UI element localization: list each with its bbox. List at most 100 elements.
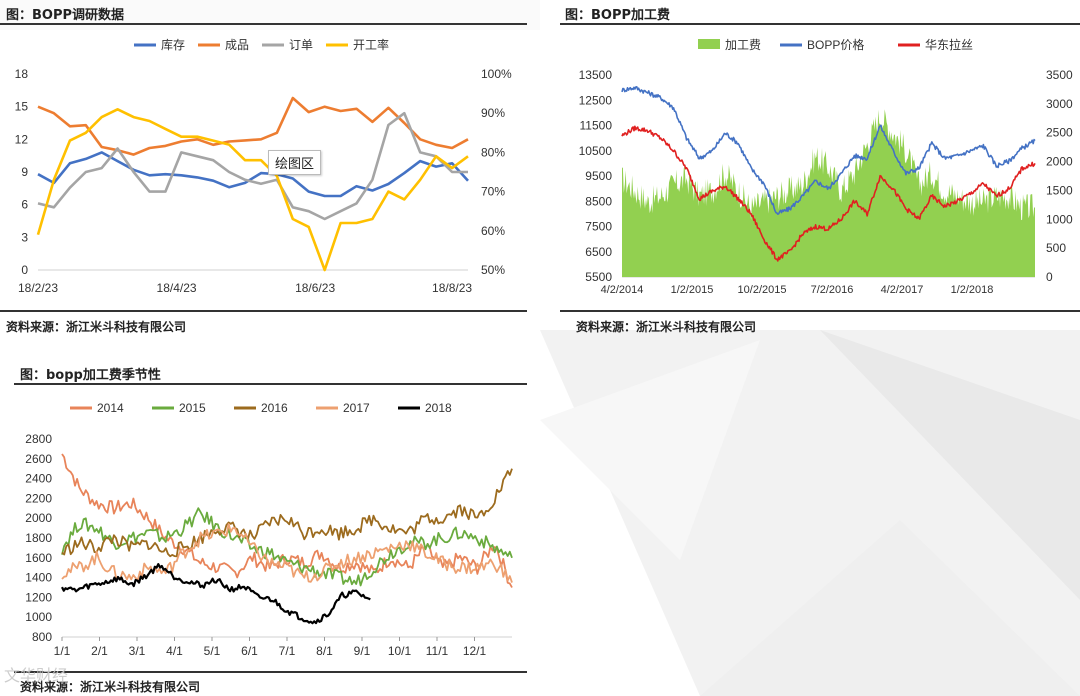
panel1-bottom-rule xyxy=(0,310,527,312)
x-tick-5: 1/2/2018 xyxy=(951,284,994,296)
y-right-tick-3000: 3000 xyxy=(1046,97,1073,111)
series-BOPP价格 xyxy=(621,85,1036,215)
y-right-tick-3: 80% xyxy=(481,145,505,159)
panel2-bottom-rule xyxy=(560,310,1080,312)
panel3-title: 图：bopp加工费季节性 xyxy=(20,368,161,383)
watermark: 文华财经 xyxy=(4,666,69,685)
legend-0-label: 库存 xyxy=(161,37,185,52)
y-left-tick-0: 0 xyxy=(21,263,28,277)
y-tick-2400: 2400 xyxy=(25,472,52,486)
y-tick-2800: 2800 xyxy=(25,432,52,446)
legend-1-label: BOPP价格 xyxy=(807,37,864,52)
bopp-seasonality-chart: 800 1000 1200 1400 1600 1800 2000 2200 2400 2600 2… xyxy=(25,401,513,658)
legend-2-label: 2016 xyxy=(261,401,288,415)
y-left-tick-15: 15 xyxy=(15,100,29,114)
y-left-tick-9500: 9500 xyxy=(585,169,612,183)
y-right-tick-2000: 2000 xyxy=(1046,155,1073,169)
y-tick-800: 800 xyxy=(32,630,52,644)
x-tick-1: 1/2/2015 xyxy=(671,284,714,296)
y-left-tick-7500: 7500 xyxy=(585,220,612,234)
legend-2-label: 订单 xyxy=(289,38,313,52)
x-tick-4: 4/2/2017 xyxy=(881,284,924,296)
y-right-tick-0: 0 xyxy=(1046,270,1053,284)
y-right-tick-5: 100% xyxy=(481,67,512,81)
y-left-tick-9: 9 xyxy=(21,165,28,179)
y-left-tick-8500: 8500 xyxy=(585,194,612,208)
x-tick-11/1: 11/1 xyxy=(426,644,449,658)
x-tick-4/1: 4/1 xyxy=(166,644,183,658)
series-2016 xyxy=(61,468,513,558)
legend-1-label: 成品 xyxy=(225,38,249,52)
panel1-source: 资料来源：浙江米斗科技有限公司 xyxy=(6,320,187,334)
y-left-tick-10500: 10500 xyxy=(579,144,613,158)
legend-4-label: 2018 xyxy=(425,401,452,415)
legend-0-label: 2014 xyxy=(97,401,124,415)
x-tick-12/1: 12/1 xyxy=(463,644,487,658)
y-left-tick-11500: 11500 xyxy=(580,119,613,133)
y-tick-2000: 2000 xyxy=(25,511,52,525)
y-right-tick-1000: 1000 xyxy=(1046,212,1073,226)
legend-3-label: 开工率 xyxy=(353,37,389,52)
bopp-processing-fee-chart: 5500 6500 7500 8500 9500 10500 11500 12500 13500… xyxy=(579,37,1073,296)
y-right-tick-2500: 2500 xyxy=(1046,126,1073,140)
x-tick-2: 18/6/23 xyxy=(295,281,335,295)
panel3-title-rule xyxy=(14,383,527,385)
x-tick-1/1: 1/1 xyxy=(54,644,71,658)
y-tick-1800: 1800 xyxy=(25,531,52,545)
panel3-source: 资料来源：浙江米斗科技有限公司 xyxy=(20,680,201,694)
x-tick-6/1: 6/1 xyxy=(241,644,258,658)
y-left-tick-12500: 12500 xyxy=(579,93,613,107)
y-tick-1000: 1000 xyxy=(25,610,52,624)
panel1-title-rule xyxy=(0,23,527,25)
y-tick-1200: 1200 xyxy=(25,590,52,604)
y-left-tick-5500: 5500 xyxy=(585,270,612,284)
legend-0-label: 加工费 xyxy=(725,38,761,52)
panel1-title: 图：BOPP调研数据 xyxy=(6,8,125,23)
panel2-source: 资料来源：浙江米斗科技有限公司 xyxy=(576,320,757,334)
series-开工率 xyxy=(36,108,469,272)
y-right-tick-3500: 3500 xyxy=(1046,68,1073,82)
series-2018 xyxy=(61,563,371,625)
panel2-title-rule xyxy=(560,23,1080,25)
series-2017 xyxy=(61,522,513,583)
y-left-tick-6500: 6500 xyxy=(585,245,612,259)
x-tick-3: 18/8/23 xyxy=(432,281,472,295)
y-tick-1600: 1600 xyxy=(25,551,52,565)
x-tick-1: 18/4/23 xyxy=(157,281,197,295)
legend-1-label: 2015 xyxy=(179,401,206,415)
x-tick-0: 18/2/23 xyxy=(18,281,58,295)
y-right-tick-1: 60% xyxy=(481,224,505,238)
panel3-bottom-rule xyxy=(14,671,527,673)
series-成品 xyxy=(37,96,469,156)
y-right-tick-4: 90% xyxy=(481,106,505,120)
x-tick-3/1: 3/1 xyxy=(129,644,146,658)
y-right-tick-0: 50% xyxy=(481,263,505,277)
y-left-tick-6: 6 xyxy=(21,198,28,212)
x-tick-0: 4/2/2014 xyxy=(601,284,644,296)
x-tick-2: 10/2/2015 xyxy=(738,284,787,296)
series-加工费 xyxy=(622,109,1035,277)
x-tick-10/1: 10/1 xyxy=(388,644,412,658)
y-left-tick-18: 18 xyxy=(15,67,29,81)
series-订单 xyxy=(37,111,468,221)
y-tick-1400: 1400 xyxy=(25,571,52,585)
y-left-tick-13500: 13500 xyxy=(579,68,613,82)
panel2-title: 图：BOPP加工费 xyxy=(565,8,671,23)
y-right-tick-1500: 1500 xyxy=(1046,183,1073,197)
y-tick-2200: 2200 xyxy=(25,491,52,505)
legend-3-label: 2017 xyxy=(343,401,370,415)
x-tick-9/1: 9/1 xyxy=(354,644,371,658)
y-right-tick-500: 500 xyxy=(1046,241,1066,255)
y-left-tick-3: 3 xyxy=(21,230,28,244)
legend-0-swatch xyxy=(698,39,720,49)
x-tick-7/1: 7/1 xyxy=(279,644,296,658)
plot-area-tooltip: 绘图区 xyxy=(268,150,322,175)
y-left-tick-12: 12 xyxy=(15,132,29,146)
x-tick-2/1: 2/1 xyxy=(91,644,108,658)
y-tick-2600: 2600 xyxy=(25,452,52,466)
bopp-survey-chart: 0 3 6 9 12 15 18 50% 60% 70% 80% 90% 100% 18/2/23 18/4… xyxy=(15,37,512,295)
y-right-tick-2: 70% xyxy=(481,185,505,199)
series-华东拉丝 xyxy=(621,125,1036,262)
x-tick-8/1: 8/1 xyxy=(316,644,333,658)
